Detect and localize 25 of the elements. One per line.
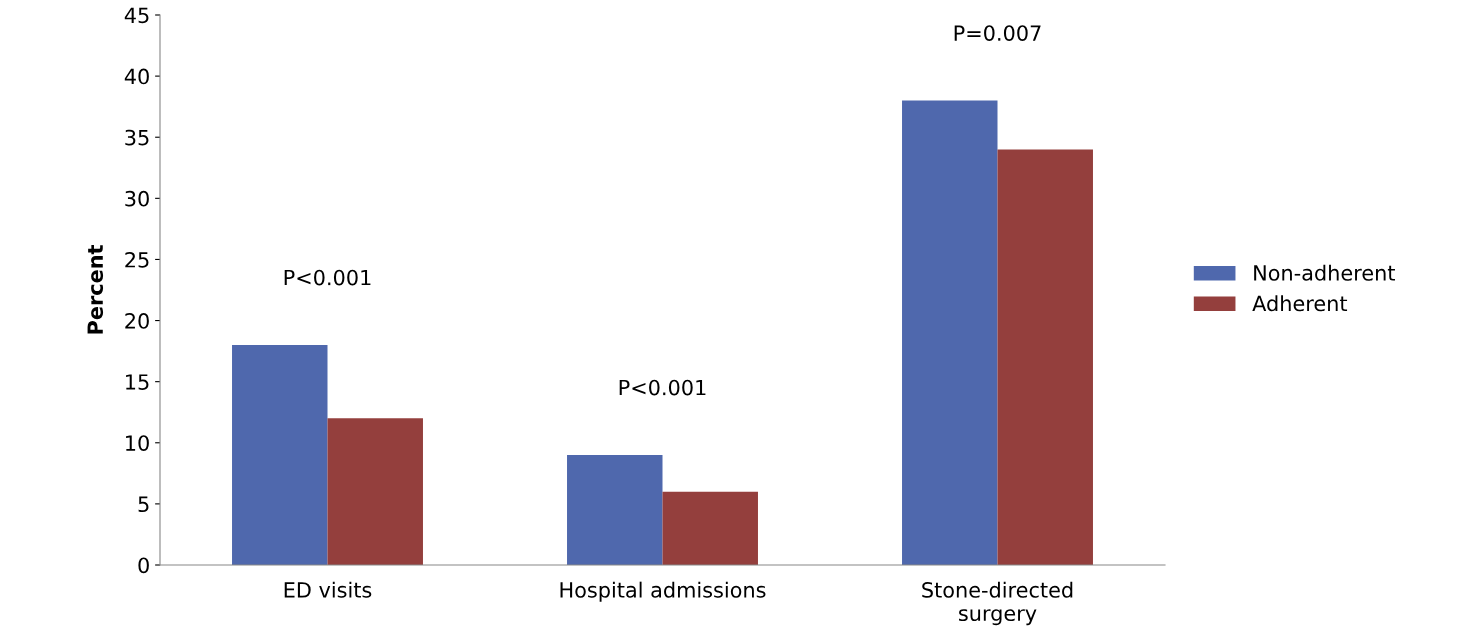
bar <box>662 491 758 565</box>
annotation: P<0.001 <box>284 269 371 286</box>
annotation: P=0.007 <box>954 25 1041 41</box>
y-tick-label: 30 <box>125 190 149 207</box>
y-tick-label: 15 <box>126 374 149 390</box>
y-tick-label: 20 <box>125 313 149 329</box>
x-tick-label: Hospital admissions <box>560 581 766 602</box>
y-tick-label: 35 <box>125 129 149 146</box>
y-tick-label: 0 <box>138 557 149 574</box>
bar <box>997 149 1093 565</box>
y-tick-label: 40 <box>124 68 149 85</box>
x-tick-label: ED visits <box>284 581 372 598</box>
bar <box>232 345 328 565</box>
y-axis-title: Percent <box>87 245 104 334</box>
y-tick-label: 25 <box>125 251 149 268</box>
y-tick-label: 10 <box>126 435 149 451</box>
x-tick-label: Stone-directed surgery <box>922 581 1073 626</box>
legend-label: Non-adherent <box>1254 264 1395 281</box>
bar <box>902 100 998 565</box>
y-tick-label: 5 <box>138 496 149 513</box>
y-tick-label: 45 <box>124 7 149 24</box>
bar <box>327 418 423 565</box>
annotation: P<0.001 <box>619 379 706 396</box>
bar <box>567 455 663 565</box>
legend-label: Adherent <box>1252 295 1348 312</box>
